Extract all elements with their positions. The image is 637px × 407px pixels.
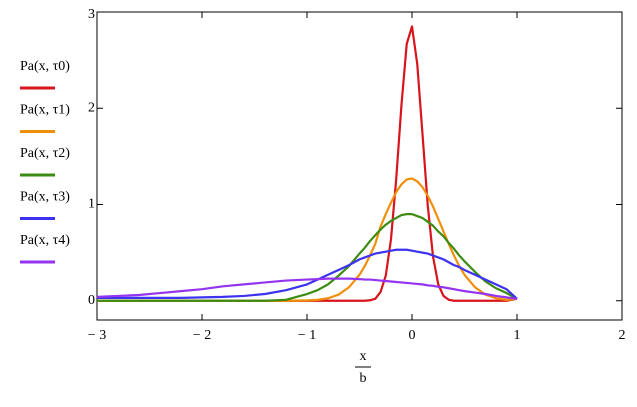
x-tick-label: 2 xyxy=(619,328,626,343)
series-line xyxy=(97,213,518,302)
x-tick-label: 1 xyxy=(514,328,521,343)
series-line xyxy=(97,248,518,300)
series-line xyxy=(96,277,518,300)
x-tick-label: 0 xyxy=(409,328,416,343)
x-tick-label: − 3 xyxy=(88,328,106,343)
y-tick-label: 1 xyxy=(88,197,95,212)
y-tick-label: 0 xyxy=(88,293,95,308)
x-label-denominator: b xyxy=(360,371,367,386)
legend-label: Pa(x, τ2) xyxy=(20,146,70,161)
series-line xyxy=(97,177,518,302)
legend-label: Pa(x, τ1) xyxy=(20,103,70,118)
x-tick-label: − 2 xyxy=(193,328,211,343)
x-tick-label: − 1 xyxy=(298,328,316,343)
series-line xyxy=(97,25,518,302)
y-tick-label: 3 xyxy=(88,7,95,22)
legend-label: Pa(x, τ4) xyxy=(20,233,70,248)
legend-label: Pa(x, τ3) xyxy=(20,190,70,205)
y-tick-label: 2 xyxy=(88,100,95,115)
legend-label: Pa(x, τ0) xyxy=(20,59,70,74)
x-label-numerator: x xyxy=(360,349,367,364)
plot-frame xyxy=(96,11,623,321)
